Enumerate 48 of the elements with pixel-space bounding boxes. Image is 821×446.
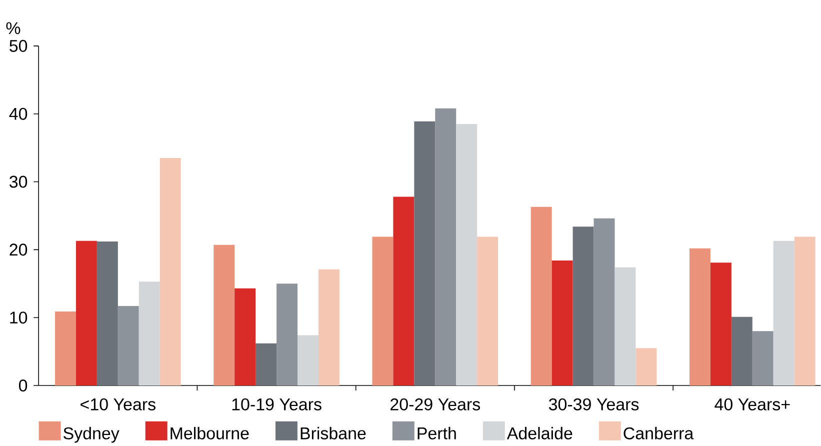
bar (118, 306, 139, 386)
bar (710, 262, 732, 386)
bar (54, 311, 76, 386)
x-tick-label: 40 Years+ (714, 398, 790, 410)
y-tick-label: 30 (10, 176, 28, 188)
bar (414, 121, 436, 386)
bar (552, 260, 573, 386)
legend-label: Canberra (624, 426, 694, 440)
x-tick-label: 10-19 Years (232, 398, 322, 410)
y-tick-label: 20 (10, 243, 28, 256)
bar (160, 158, 181, 386)
legend-label: Melbourne (170, 426, 249, 440)
bar (794, 236, 816, 386)
bar (318, 269, 340, 386)
y-tick-label: 10 (10, 311, 28, 324)
y-tick-label: 40 (9, 108, 28, 120)
bar (773, 240, 794, 386)
bar (477, 236, 498, 386)
y-tick-label: 0 (18, 379, 28, 392)
legend-label: Sydney (64, 426, 120, 443)
bar (214, 244, 235, 386)
bar (276, 283, 298, 386)
bar (393, 196, 414, 386)
bar (594, 218, 615, 386)
bar (234, 288, 256, 386)
bar (572, 226, 594, 386)
bar (256, 343, 277, 386)
bar (614, 267, 636, 386)
bar (636, 348, 657, 386)
x-tick-label: 20-29 Years (390, 398, 480, 410)
bar (689, 248, 710, 386)
bar (76, 240, 97, 386)
y-tick-label: 50 (10, 40, 28, 52)
x-tick-label: 30-39 Years (548, 398, 639, 410)
bar (372, 236, 394, 386)
bar (298, 335, 318, 386)
bar (96, 241, 118, 386)
bar (138, 281, 160, 386)
y-axis-title: % (6, 22, 20, 34)
bar (456, 124, 478, 386)
x-tick-label: <10 Years (80, 398, 156, 410)
legend-label: Adelaide (506, 426, 572, 440)
bar (731, 316, 752, 386)
bar (435, 108, 456, 386)
bar (530, 206, 552, 386)
bar (752, 330, 774, 386)
legend-label: Brisbane (300, 426, 366, 440)
legend-label: Perth (418, 426, 456, 440)
